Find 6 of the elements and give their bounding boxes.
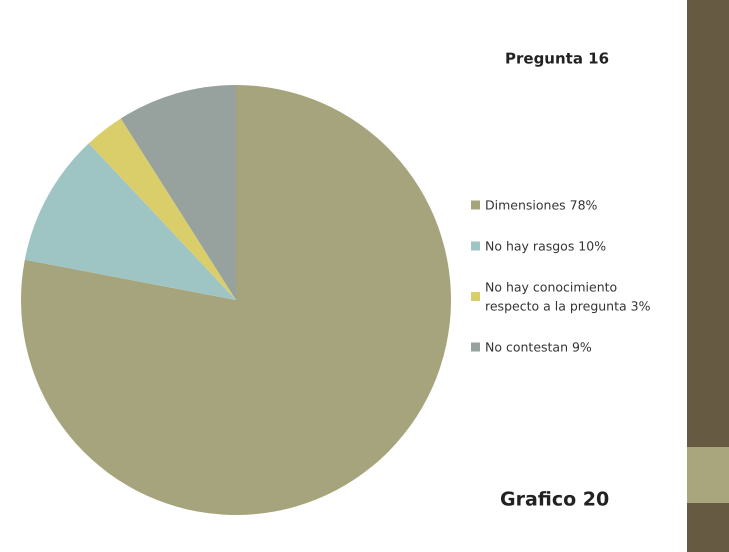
legend-label: No hay conocimiento respecto a la pregunta 3% (485, 280, 651, 314)
chart-title: Pregunta 16 (505, 50, 610, 68)
legend-label: Dimensiones 78% (485, 198, 598, 212)
legend-label: No hay rasgos 10% (485, 238, 606, 254)
legend-label: No contestan 9% (485, 340, 592, 354)
text: Grafico 20 (500, 488, 610, 510)
